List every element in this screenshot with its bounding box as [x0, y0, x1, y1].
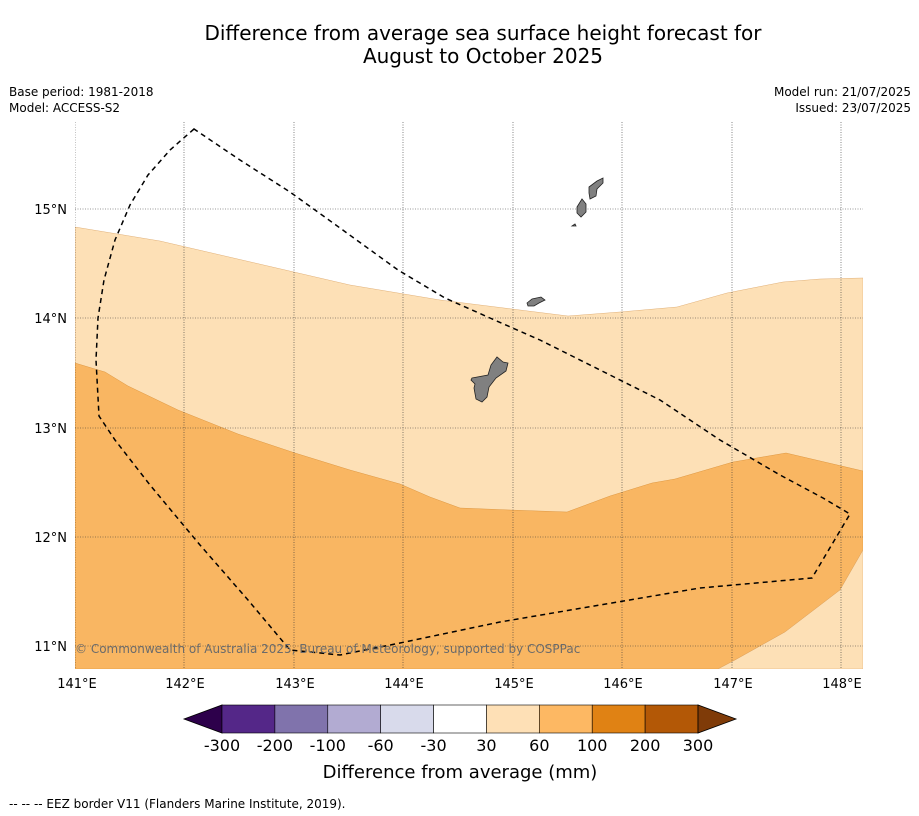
- lon-label-146: 146°E: [603, 677, 643, 692]
- colorbar-swatch: [380, 704, 434, 734]
- chart-title: Difference from average sea surface heig…: [0, 22, 919, 68]
- colorbar-label: -60: [368, 736, 394, 755]
- gridlines: [75, 122, 863, 669]
- copyright-notice: © Commonwealth of Australia 2025, Bureau…: [75, 642, 580, 656]
- colorbar-label: -200: [257, 736, 293, 755]
- base-period: Base period: 1981-2018: [9, 85, 154, 99]
- colorbar-swatch: [274, 704, 329, 734]
- eez-border: [95, 128, 852, 656]
- meta-left: Base period: 1981-2018 Model: ACCESS-S2: [9, 84, 154, 116]
- colorbar-swatch: [591, 704, 646, 734]
- lon-label-142: 142°E: [165, 677, 205, 692]
- colorbar-label: 200: [630, 736, 661, 755]
- lon-label-147: 147°E: [713, 677, 753, 692]
- lat-labels: 15°N 14°N 13°N 12°N 11°N: [34, 203, 67, 655]
- island-tinian: [576, 198, 587, 218]
- colorbar-title: Difference from average (mm): [323, 762, 598, 783]
- lon-label-144: 144°E: [384, 677, 424, 692]
- lat-label-14: 14°N: [34, 312, 67, 327]
- model-name: Model: ACCESS-S2: [9, 101, 121, 115]
- island-rota: [526, 296, 546, 307]
- colorbar-swatch: [486, 704, 540, 734]
- lat-label-12: 12°N: [34, 531, 67, 546]
- lat-label-15: 15°N: [34, 203, 67, 218]
- lon-label-148: 148°E: [822, 677, 862, 692]
- lon-labels: 141°E 142°E 143°E 144°E 145°E 146°E 147°…: [57, 677, 862, 692]
- model-run: Model run: 21/07/2025: [773, 85, 911, 99]
- map-area: © Commonwealth of Australia 2025, Bureau…: [75, 122, 863, 669]
- island-guam: [470, 356, 509, 403]
- colorbar-label: 100: [577, 736, 608, 755]
- meta-right: Model run: 21/07/2025 Issued: 23/07/2025: [774, 84, 911, 116]
- colorbar-swatch: [539, 704, 593, 734]
- colorbar-label: -30: [420, 736, 446, 755]
- issued-date: Issued: 23/07/2025: [795, 101, 911, 115]
- colorbar-label: -300: [204, 736, 240, 755]
- eez-legend: -- -- -- EEZ border V11 (Flanders Marine…: [9, 797, 346, 811]
- colorbar-swatch: [433, 704, 487, 734]
- lat-label-13: 13°N: [34, 422, 67, 437]
- colorbar-swatch: [644, 704, 699, 734]
- colorbar: -300 -200 -100 -60 -30 30 60 100 200 300 Differen…: [182, 704, 738, 783]
- colorbar-label: -100: [310, 736, 346, 755]
- band-30-60-southeast: [717, 549, 863, 669]
- colorbar-swatch: [221, 704, 276, 734]
- title-line-1: Difference from average sea surface heig…: [204, 21, 762, 45]
- lon-label-145: 145°E: [494, 677, 534, 692]
- colorbar-label: 30: [476, 736, 496, 755]
- lat-label-11: 11°N: [34, 640, 67, 655]
- island-saipan: [588, 177, 604, 200]
- island-aguijan: [570, 223, 577, 227]
- colorbar-label: 300: [683, 736, 714, 755]
- colorbar-swatch: [327, 704, 381, 734]
- colorbar-label: 60: [529, 736, 549, 755]
- colorbar-arrow-high: [697, 704, 738, 734]
- lon-label-143: 143°E: [275, 677, 315, 692]
- title-line-2: August to October 2025: [362, 44, 604, 68]
- lon-label-141: 141°E: [57, 677, 97, 692]
- land-masses: [470, 177, 604, 403]
- colorbar-arrow-low: [182, 704, 223, 734]
